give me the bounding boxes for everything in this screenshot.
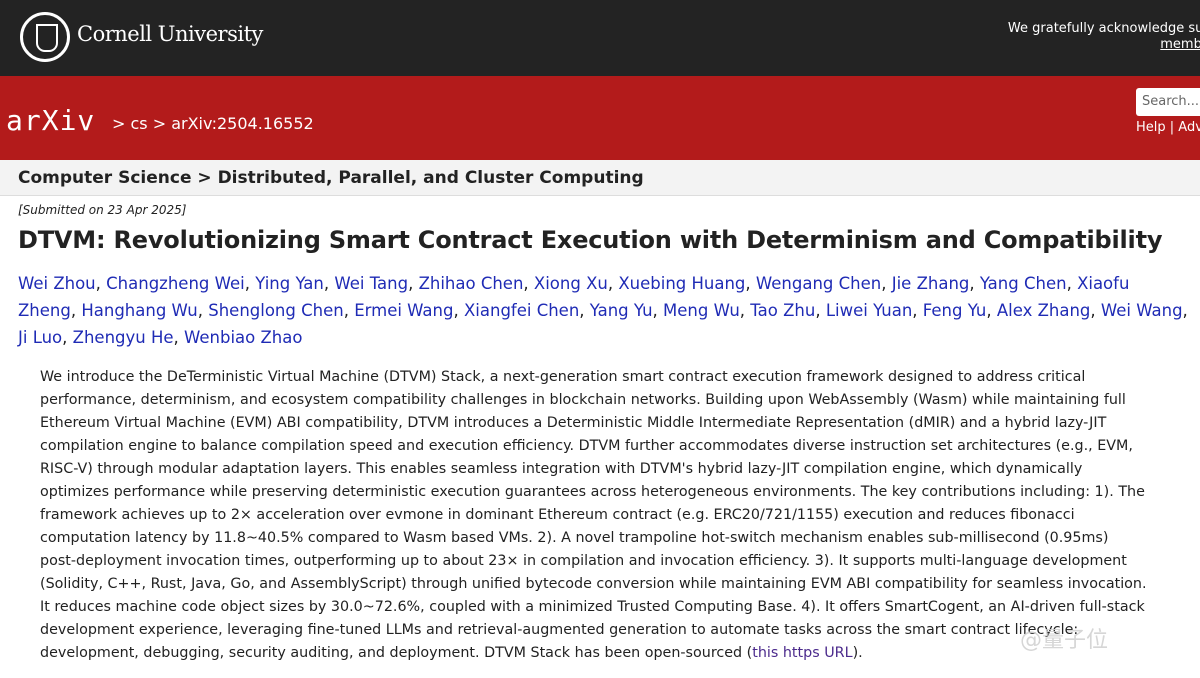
author-link[interactable]: Ermei Wang: [354, 301, 454, 320]
separator: ,: [969, 274, 980, 293]
help-links[interactable]: Help | Adv: [1136, 120, 1200, 135]
author-link[interactable]: Meng Wu: [663, 301, 740, 320]
separator: ,: [986, 301, 997, 320]
separator: ,: [739, 301, 751, 320]
abstract-line: Ethereum Virtual Machine (EVM) ABI compa…: [40, 415, 1107, 431]
abstract-line: RISC-V) through modular adaptation layer…: [40, 461, 1083, 477]
cornell-logo-text[interactable]: Cornell University: [77, 22, 263, 46]
author-link[interactable]: Ji Luo: [18, 328, 63, 347]
abstract-line: development experience, leveraging fine-…: [40, 622, 1079, 638]
separator: ,: [881, 274, 892, 293]
separator: ,: [323, 274, 335, 293]
author-link[interactable]: Xuebing Huang: [618, 274, 746, 293]
abstract-line: (Solidity, C++, Rust, Java, Go, and Asse…: [40, 576, 1147, 592]
author-link[interactable]: Yang Yu: [589, 301, 653, 320]
abstract-line: We introduce the DeTerministic Virtual M…: [40, 369, 1086, 385]
abstract-line: performance, determinism, and ecosystem …: [40, 392, 1126, 408]
ack-text: We gratefully acknowledge support fro: [1007, 21, 1200, 36]
author-link[interactable]: Alex Zhang: [996, 301, 1091, 320]
abstract-line: optimizes performance while preserving d…: [40, 484, 1145, 500]
separator: ,: [1182, 301, 1188, 320]
author-list: Wei Zhou, Changzheng Wei, Ying Yan, Wei …: [18, 270, 1188, 351]
author-link[interactable]: Changzheng Wei: [106, 274, 245, 293]
author-link[interactable]: Zhihao Chen: [418, 274, 524, 293]
abstract-line: post-deployment invocation times, outper…: [40, 553, 1127, 569]
separator: ,: [1090, 301, 1101, 320]
author-link[interactable]: Wengang Chen: [755, 274, 882, 293]
author-link[interactable]: Wei Zhou: [18, 274, 96, 293]
separator: ,: [197, 301, 209, 320]
breadcrumb[interactable]: > cs > arXiv:2504.16552: [112, 114, 314, 133]
separator: ,: [173, 328, 185, 347]
abstract-line: framework achieves up to 2× acceleration…: [40, 507, 1075, 523]
author-link[interactable]: Xiong Xu: [533, 274, 608, 293]
separator: ,: [607, 274, 619, 293]
abstract-line: development, debugging, security auditin…: [40, 642, 1180, 665]
author-link[interactable]: Wenbiao Zhao: [184, 328, 303, 347]
separator: ,: [815, 301, 826, 320]
author-link[interactable]: Ying Yan: [255, 274, 324, 293]
separator: ,: [652, 301, 664, 320]
separator: ,: [745, 274, 756, 293]
separator: ,: [95, 274, 107, 293]
arxiv-header: [0, 76, 1200, 160]
author-link[interactable]: Xiaofu Zheng: [18, 274, 1130, 320]
acknowledgement: We gratefully acknowledge support fromem…: [860, 21, 1200, 53]
separator: ,: [912, 301, 923, 320]
author-link[interactable]: Jie Zhang: [891, 274, 970, 293]
separator: ,: [453, 301, 464, 320]
separator: ,: [579, 301, 590, 320]
source-code-link[interactable]: this https URL: [752, 645, 853, 661]
abstract-text: ).: [852, 645, 863, 661]
subject-heading: Computer Science > Distributed, Parallel…: [18, 168, 644, 188]
submission-date: [Submitted on 23 Apr 2025]: [18, 203, 187, 217]
author-link[interactable]: Yang Chen: [979, 274, 1067, 293]
abstract-line: It reduces machine code object sizes by …: [40, 599, 1145, 615]
author-link[interactable]: Feng Yu: [922, 301, 987, 320]
abstract-line: compilation engine to balance compilatio…: [40, 438, 1133, 454]
cornell-header: [0, 0, 1200, 76]
abstract: We introduce the DeTerministic Virtual M…: [40, 366, 1180, 665]
cornell-seal-icon[interactable]: [20, 12, 70, 62]
separator: ,: [70, 301, 82, 320]
arxiv-logo[interactable]: arXiv: [6, 104, 96, 137]
watermark: @量子位: [1020, 628, 1109, 653]
separator: ,: [62, 328, 73, 347]
author-link[interactable]: Liwei Yuan: [825, 301, 913, 320]
author-link[interactable]: Hanghang Wu: [81, 301, 198, 320]
author-link[interactable]: Wei Wang: [1100, 301, 1183, 320]
abstract-line: computation latency by 11.8~40.5% compar…: [40, 530, 1109, 546]
author-link[interactable]: Wei Tang: [334, 274, 409, 293]
paper-title: DTVM: Revolutionizing Smart Contract Exe…: [18, 226, 1163, 254]
separator: ,: [343, 301, 355, 320]
search-input[interactable]: Search...: [1136, 88, 1200, 116]
subject-bar: [0, 160, 1200, 196]
author-link[interactable]: Tao Zhu: [750, 301, 816, 320]
separator: ,: [1066, 274, 1078, 293]
separator: ,: [244, 274, 256, 293]
separator: ,: [408, 274, 419, 293]
author-link[interactable]: Xiangfei Chen: [463, 301, 580, 320]
abstract-text: development, debugging, security auditin…: [40, 645, 753, 661]
author-link[interactable]: Shenglong Chen: [208, 301, 344, 320]
separator: ,: [523, 274, 534, 293]
author-link[interactable]: Zhengyu He: [72, 328, 174, 347]
member-institutions-link[interactable]: member institu: [1160, 37, 1200, 52]
